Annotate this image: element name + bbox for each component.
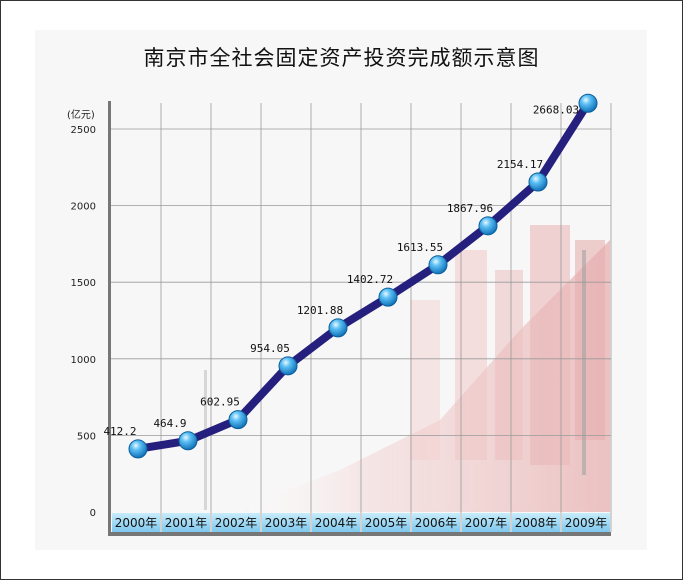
x-category-cell bbox=[212, 513, 260, 532]
x-tick-label: 2001年 bbox=[165, 516, 208, 530]
y-axis-line bbox=[108, 101, 111, 534]
x-tick-label: 2008年 bbox=[515, 516, 558, 530]
data-label: 1201.88 bbox=[297, 304, 343, 317]
data-label: 1402.72 bbox=[347, 273, 393, 286]
data-point-marker bbox=[478, 216, 498, 236]
x-category-cell bbox=[262, 513, 310, 532]
data-point-marker bbox=[178, 431, 198, 451]
y-axis-unit-label: (亿元) bbox=[67, 108, 95, 121]
x-category-cell bbox=[362, 513, 410, 532]
data-label: 602.95 bbox=[200, 396, 240, 409]
x-tick-label: 2009年 bbox=[565, 516, 608, 530]
y-tick-label: 1000 bbox=[71, 355, 96, 366]
x-tick-label: 2003年 bbox=[265, 516, 308, 530]
data-point-marker bbox=[278, 356, 298, 376]
data-label: 2668.03 bbox=[533, 103, 579, 116]
data-label: 464.9 bbox=[153, 417, 186, 430]
data-point-marker bbox=[378, 287, 398, 307]
data-point-marker bbox=[328, 318, 348, 338]
data-point-marker bbox=[128, 439, 148, 459]
y-tick-label: 1500 bbox=[71, 278, 96, 289]
x-category-cell bbox=[462, 513, 510, 532]
x-axis-categories: 2000年 2001年 2002年 2003年 2004年 2005年 2006年 2007年… bbox=[112, 513, 610, 532]
data-labels: 412.2 464.9 602.95 954.05 1201.88 1402.72 1613… bbox=[103, 103, 579, 438]
data-label: 1613.55 bbox=[397, 241, 443, 254]
x-category-cell bbox=[412, 513, 460, 532]
data-label: 2154.17 bbox=[497, 158, 543, 171]
x-axis-line bbox=[108, 532, 611, 536]
x-category-cell bbox=[512, 513, 560, 532]
x-tick-label: 2005年 bbox=[365, 516, 408, 530]
x-category-cell bbox=[562, 513, 610, 532]
data-point-marker bbox=[228, 410, 248, 430]
x-tick-label: 2006年 bbox=[415, 516, 458, 530]
grid-lines bbox=[111, 103, 612, 532]
y-tick-label: 2000 bbox=[71, 202, 96, 213]
data-label: 1867.96 bbox=[447, 202, 493, 215]
y-tick-label: 500 bbox=[77, 431, 96, 442]
x-tick-label: 2007年 bbox=[465, 516, 508, 530]
x-tick-label: 2002年 bbox=[215, 516, 258, 530]
data-markers bbox=[128, 93, 598, 459]
x-tick-label: 2000年 bbox=[115, 516, 158, 530]
y-tick-label: 2500 bbox=[71, 125, 96, 136]
data-label: 412.2 bbox=[103, 425, 136, 438]
x-category-cell bbox=[162, 513, 210, 532]
x-category-cell bbox=[112, 513, 160, 532]
data-point-marker bbox=[428, 255, 448, 275]
data-point-marker bbox=[578, 93, 598, 113]
background-city-illustration bbox=[204, 225, 610, 512]
data-label: 954.05 bbox=[250, 342, 290, 355]
chart-title: 南京市全社会固定资产投资完成额示意图 bbox=[143, 46, 540, 70]
data-point-marker bbox=[528, 172, 548, 192]
x-tick-label: 2004年 bbox=[315, 516, 358, 530]
y-axis: 0 500 1000 1500 2000 2500 bbox=[71, 125, 96, 519]
series-line-path bbox=[134, 99, 592, 453]
x-category-cell bbox=[312, 513, 360, 532]
series-line bbox=[134, 99, 592, 453]
y-tick-label: 0 bbox=[90, 508, 96, 519]
